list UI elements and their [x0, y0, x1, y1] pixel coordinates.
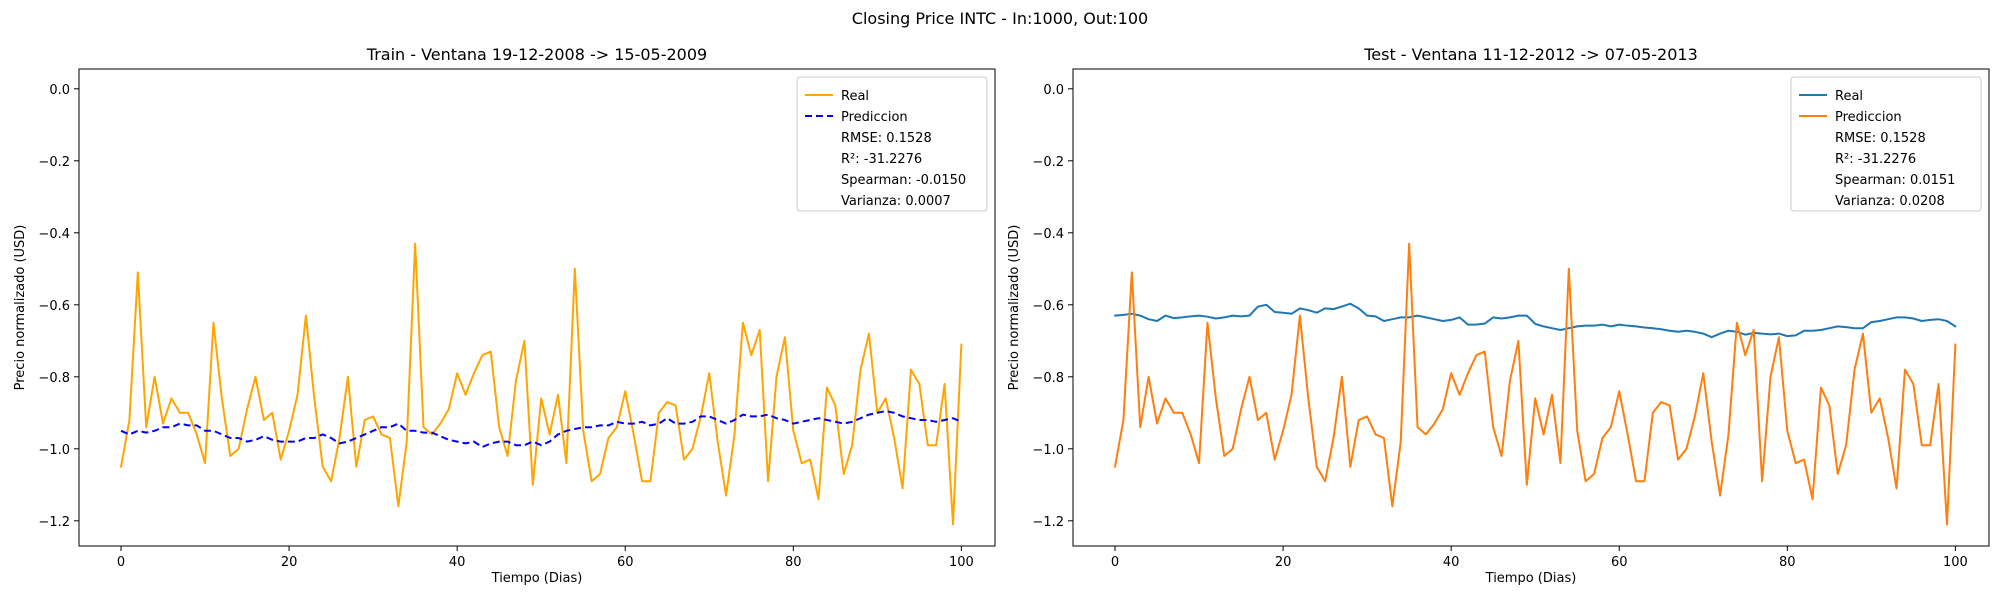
y-tick-label: −0.2 [1032, 155, 1064, 170]
y-tick-label: −0.8 [38, 371, 70, 386]
legend-stat: RMSE: 0.1528 [841, 131, 932, 146]
legend-label: Real [1835, 89, 1863, 104]
series-line-real [1114, 302, 1957, 339]
legend-stat: R²: -31.2276 [841, 152, 922, 167]
x-tick-label: 100 [1943, 555, 1968, 570]
x-axis-label: Tiempo (Dias) [491, 571, 583, 586]
y-tick-label: −0.6 [1032, 299, 1064, 314]
x-tick-label: 0 [117, 555, 125, 570]
y-tick-label: −0.4 [1032, 227, 1064, 242]
series-line-real [120, 242, 963, 526]
chart-panel-2: Test - Ventana 11-12-2012 -> 07-05-2013 0… [1007, 45, 1990, 586]
legend-stat: Varianza: 0.0007 [841, 194, 951, 209]
x-tick-label: 40 [1443, 555, 1460, 570]
x-tick-label: 20 [1275, 555, 1292, 570]
legend-stat: Varianza: 0.0208 [1835, 194, 1945, 209]
y-tick-label: 0.0 [1043, 83, 1064, 98]
series-line-prediccion [1114, 242, 1957, 526]
legend-box [1790, 76, 1982, 212]
x-tick-label: 20 [281, 555, 298, 570]
x-tick-label: 80 [785, 555, 802, 570]
y-tick-label: −0.4 [38, 227, 70, 242]
x-tick-label: 0 [1111, 555, 1119, 570]
x-tick-label: 60 [1611, 555, 1628, 570]
legend-label: Real [841, 89, 869, 104]
figure-title: Closing Price INTC - In:1000, Out:100 [851, 9, 1149, 28]
y-tick-label: −1.0 [38, 443, 70, 458]
y-tick-label: −0.2 [38, 155, 70, 170]
legend-stat: Spearman: 0.0151 [1835, 173, 1955, 188]
y-tick-label: 0.0 [49, 83, 70, 98]
x-tick-label: 60 [617, 555, 634, 570]
chart-title: Train - Ventana 19-12-2008 -> 15-05-2009 [366, 45, 707, 64]
x-tick-label: 80 [1779, 555, 1796, 570]
chart-title: Test - Ventana 11-12-2012 -> 07-05-2013 [1363, 45, 1698, 64]
legend-stat: RMSE: 0.1528 [1835, 131, 1926, 146]
legend-stat: Spearman: -0.0150 [841, 173, 966, 188]
legend-stat: R²: -31.2276 [1835, 152, 1916, 167]
y-tick-label: −1.2 [38, 515, 70, 530]
series-line-prediccion [120, 410, 962, 448]
legend-label: Prediccion [841, 110, 908, 125]
x-axis-label: Tiempo (Dias) [1485, 571, 1577, 586]
y-tick-label: −0.6 [38, 299, 70, 314]
chart-panel-1: Train - Ventana 19-12-2008 -> 15-05-2009… [13, 45, 996, 586]
legend: Real Prediccion RMSE: 0.1528 R²: -31.2276 Sp… [796, 76, 988, 212]
x-tick-label: 100 [949, 555, 974, 570]
y-tick-label: −1.0 [1032, 443, 1064, 458]
y-axis-label: Precio normalizado (USD) [1007, 225, 1022, 391]
y-axis-label: Precio normalizado (USD) [13, 225, 28, 391]
plot-frame [78, 68, 996, 547]
legend: Real Prediccion RMSE: 0.1528 R²: -31.2276 Sp… [1790, 76, 1982, 212]
legend-label: Prediccion [1835, 110, 1902, 125]
x-tick-label: 40 [449, 555, 466, 570]
legend-box [796, 76, 988, 212]
y-tick-label: −0.8 [1032, 371, 1064, 386]
y-tick-label: −1.2 [1032, 515, 1064, 530]
plot-frame [1072, 68, 1990, 547]
